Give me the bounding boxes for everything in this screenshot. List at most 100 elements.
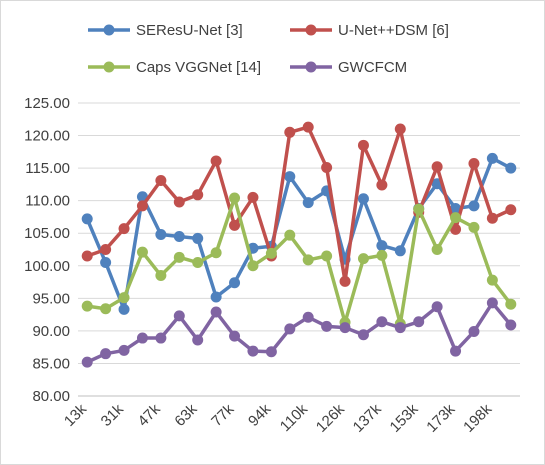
data-point	[505, 319, 517, 331]
data-point	[229, 192, 241, 204]
data-point	[118, 303, 130, 315]
data-point	[486, 297, 498, 309]
data-point	[468, 326, 480, 338]
data-point	[376, 249, 388, 261]
y-tick-label: 115.00	[25, 160, 70, 177]
data-point	[210, 247, 222, 259]
data-point	[357, 253, 369, 265]
data-point	[81, 250, 93, 262]
data-point	[357, 329, 369, 341]
data-point	[155, 270, 167, 282]
legend-label: U-Net++DSM [6]	[338, 22, 449, 39]
data-point	[155, 332, 167, 344]
data-point	[265, 247, 277, 259]
data-point	[302, 197, 314, 209]
series-2	[81, 192, 517, 330]
data-point	[413, 316, 425, 328]
data-point	[339, 275, 351, 287]
y-tick-label: 100.00	[24, 258, 70, 275]
data-point	[136, 200, 148, 212]
x-tick-label: 173k	[423, 400, 458, 435]
data-point	[173, 230, 185, 242]
data-point	[505, 162, 517, 174]
data-point	[229, 219, 241, 231]
legend-entry: GWCFCM	[290, 59, 407, 76]
data-point	[192, 189, 204, 201]
data-point	[173, 310, 185, 322]
data-point	[321, 161, 333, 173]
x-tick-label: 110k	[277, 400, 312, 435]
data-point	[302, 254, 314, 266]
data-point	[210, 155, 222, 167]
data-point	[100, 348, 112, 360]
y-axis: 80.00 85.00 90.00 95.00 100.00 105.00 110.00 11…	[24, 95, 70, 405]
data-point	[284, 171, 296, 183]
data-point	[247, 345, 259, 357]
data-point	[450, 223, 462, 235]
data-point	[192, 257, 204, 269]
x-tick-label: 47k	[135, 400, 164, 429]
legend-swatch-marker	[103, 61, 115, 73]
data-point	[100, 303, 112, 315]
data-point	[210, 291, 222, 303]
data-point	[173, 196, 185, 208]
data-point	[321, 250, 333, 262]
data-point	[486, 212, 498, 224]
data-point	[505, 298, 517, 310]
x-tick-label: 137k	[350, 400, 385, 435]
data-point	[468, 221, 480, 233]
data-point	[302, 121, 314, 133]
y-tick-label: 105.00	[24, 225, 70, 242]
data-point	[394, 322, 406, 334]
data-point	[155, 229, 167, 241]
x-tick-label: 126k	[313, 400, 348, 435]
data-point	[486, 152, 498, 164]
data-point	[450, 345, 462, 357]
data-point	[118, 292, 130, 304]
data-point	[136, 246, 148, 258]
y-tick-label: 85.00	[32, 355, 70, 372]
series-line	[86, 125, 512, 284]
data-point	[413, 203, 425, 215]
x-tick-label: 153k	[387, 400, 422, 435]
data-point	[468, 158, 480, 170]
legend-swatch-marker	[103, 24, 115, 36]
data-point	[81, 300, 93, 312]
y-tick-label: 125.00	[24, 95, 70, 112]
data-point	[431, 161, 443, 173]
y-tick-label: 110.00	[25, 193, 70, 210]
data-point	[136, 332, 148, 344]
data-point	[284, 126, 296, 138]
x-tick-label: 77k	[208, 400, 237, 429]
data-point	[100, 257, 112, 269]
data-point	[486, 274, 498, 286]
y-tick-label: 120.00	[24, 128, 70, 145]
x-tick-label: 31k	[98, 400, 127, 429]
data-point	[357, 139, 369, 151]
data-point	[265, 346, 277, 358]
data-point	[394, 123, 406, 135]
data-point	[431, 301, 443, 313]
data-point	[284, 229, 296, 241]
data-point	[284, 323, 296, 335]
data-point	[81, 213, 93, 225]
data-point	[376, 179, 388, 191]
data-point	[357, 193, 369, 205]
legend: SEResU-Net [3] U-Net++DSM [6] Caps VGGNet …	[88, 22, 449, 76]
data-point	[302, 311, 314, 323]
data-point	[339, 322, 351, 334]
data-point	[247, 260, 259, 272]
data-point	[450, 212, 462, 224]
data-point	[118, 223, 130, 235]
x-tick-label: 198k	[460, 400, 495, 435]
data-point	[376, 240, 388, 252]
data-point	[229, 330, 241, 342]
data-point	[229, 277, 241, 289]
data-point	[100, 244, 112, 255]
legend-entry: Caps VGGNet [14]	[88, 59, 261, 76]
legend-entry: SEResU-Net [3]	[88, 22, 243, 39]
data-point	[468, 200, 480, 212]
x-tick-label: 94k	[245, 400, 274, 429]
data-point	[81, 356, 93, 368]
